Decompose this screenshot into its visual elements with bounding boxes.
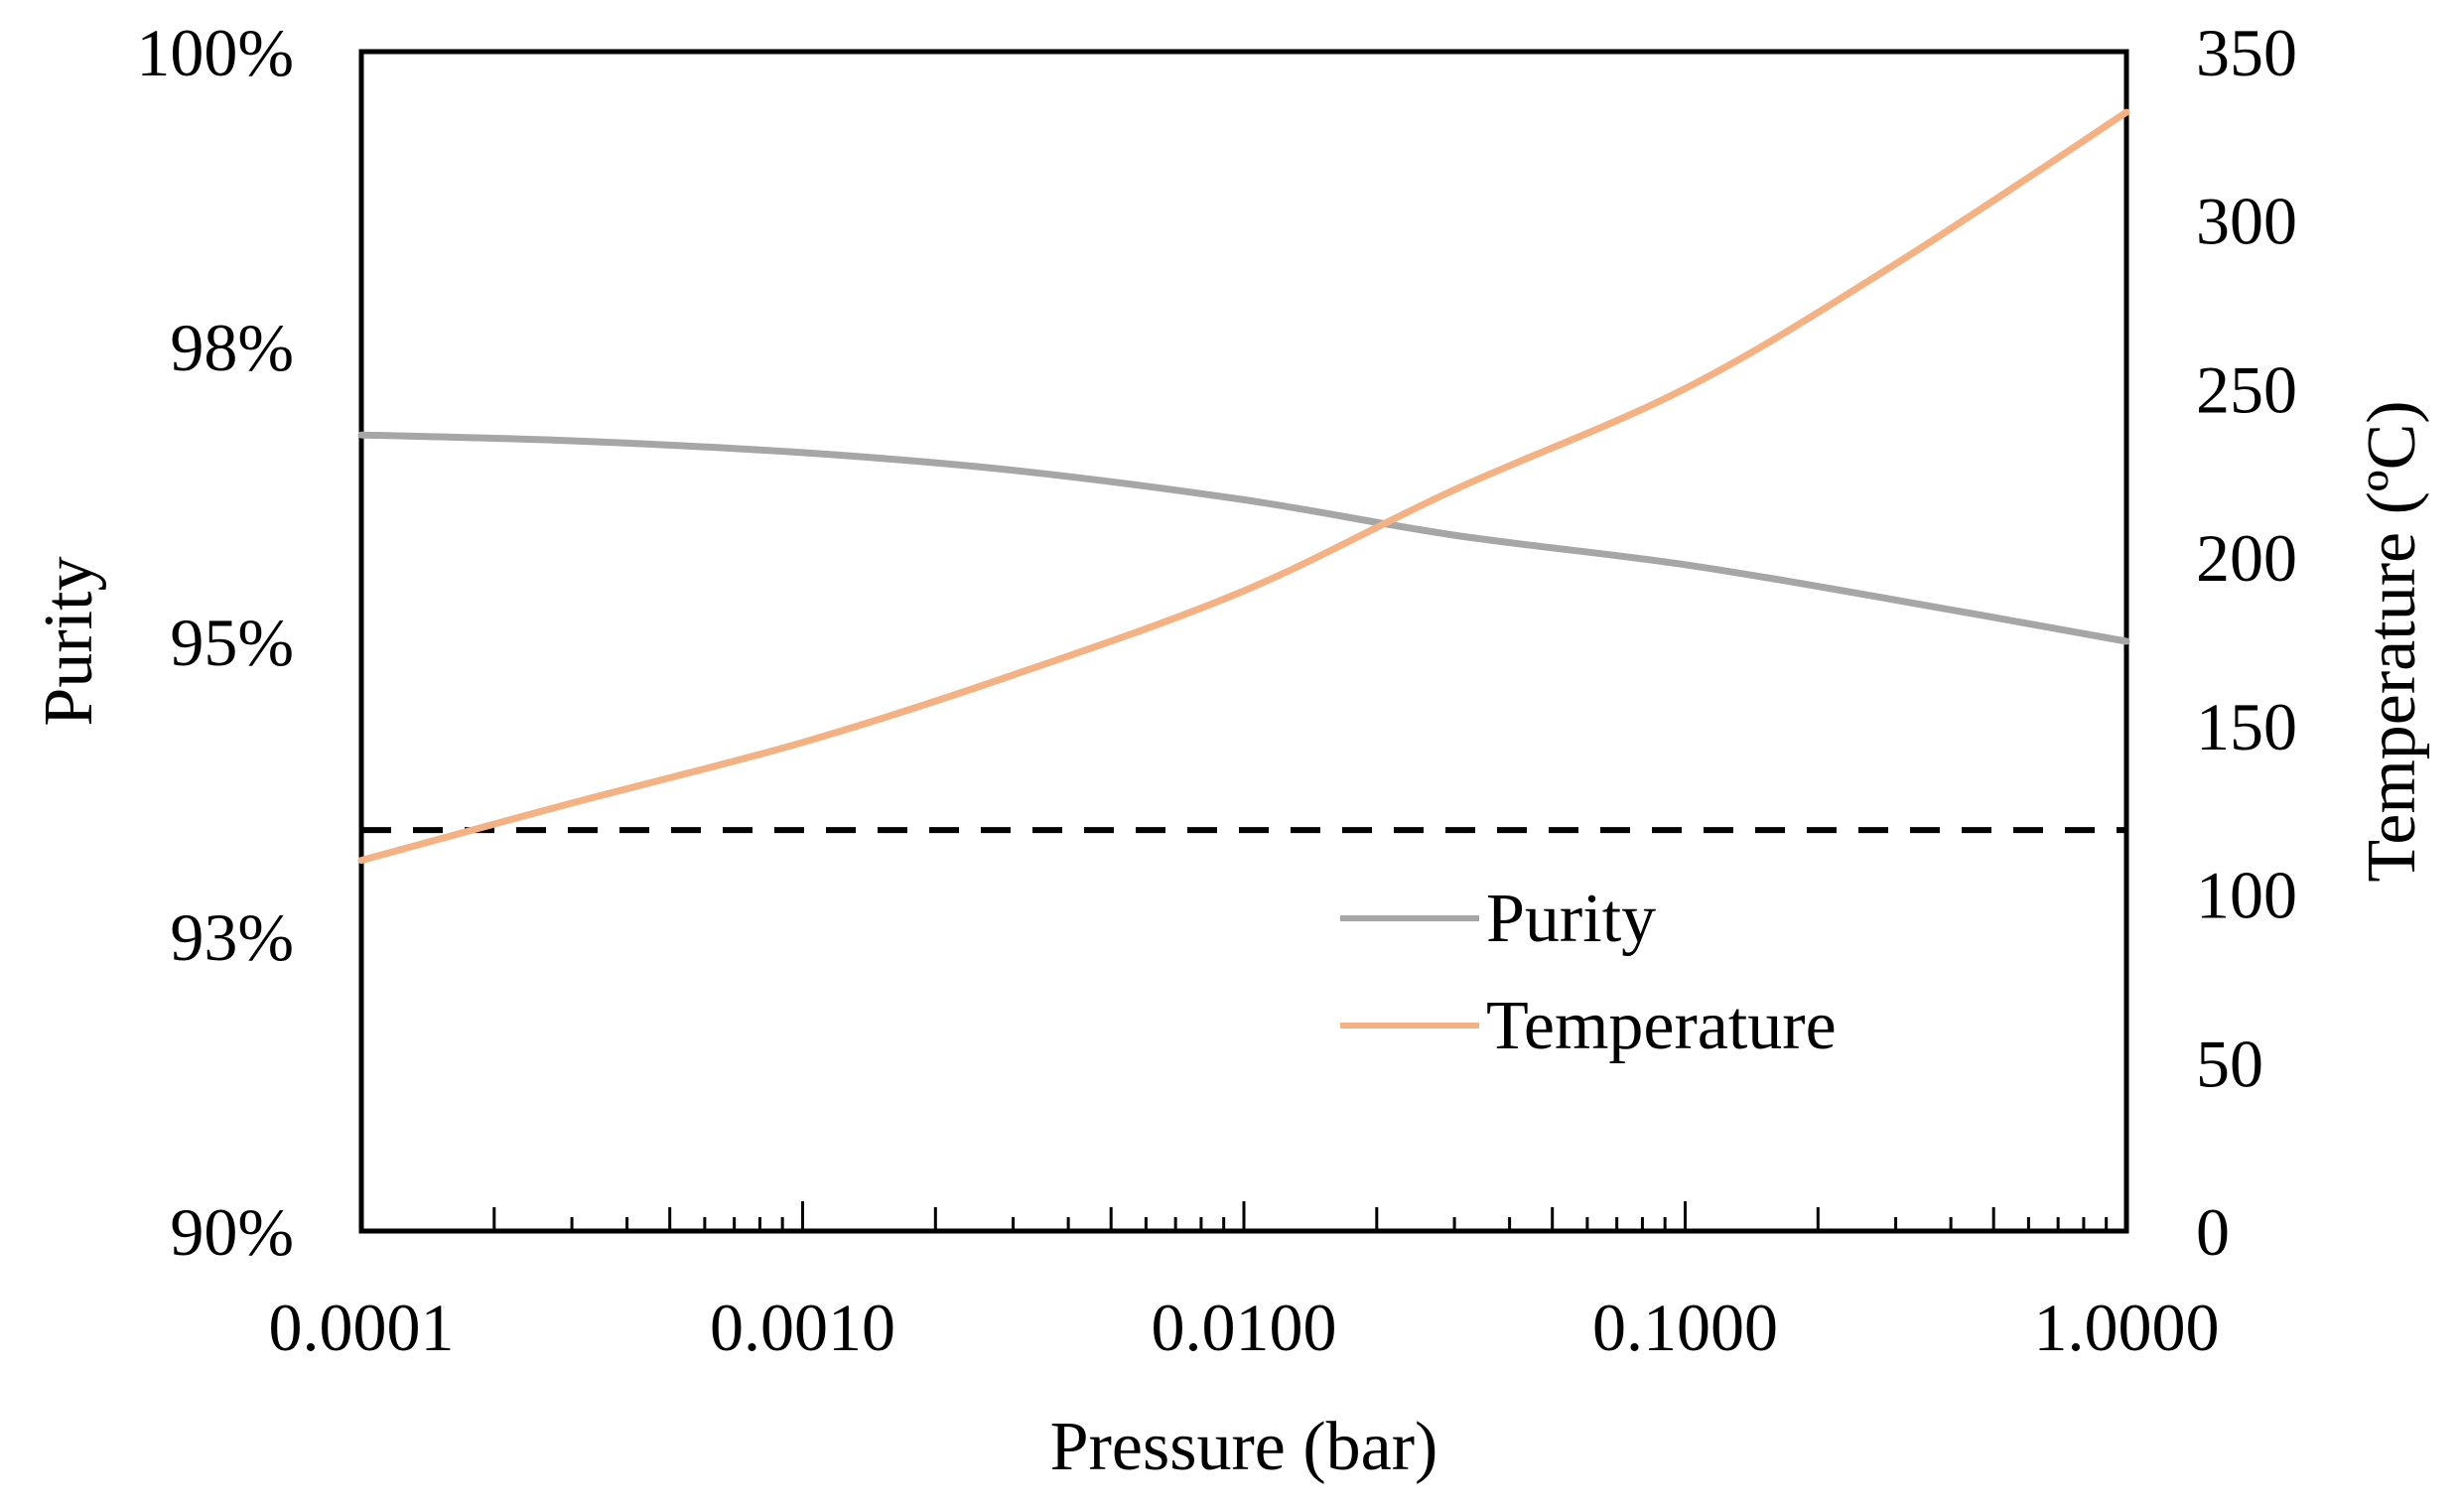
- y-axis-title: Purity: [31, 556, 107, 726]
- x-tick-label: 0.0100: [1152, 1290, 1337, 1365]
- y2-tick-label: 150: [2196, 689, 2297, 764]
- y2-tick-label: 350: [2196, 15, 2297, 90]
- x-tick-label: 0.1000: [1592, 1290, 1778, 1365]
- y2-tick-label: 200: [2196, 520, 2297, 596]
- x-tick-labels: 0.0001 0.0010 0.0100 0.1000 1.0000: [269, 1290, 2220, 1365]
- x-minor-ticks: [359, 1201, 2128, 1231]
- x-tick-label: 0.0001: [269, 1290, 455, 1365]
- x-tick-label: 1.0000: [2034, 1290, 2220, 1365]
- y2-tick-label: 250: [2196, 351, 2297, 427]
- y-tick-label: 100%: [136, 15, 294, 90]
- legend-label-temperature: Temperature: [1486, 988, 1837, 1064]
- x-axis-title: Pressure (bar): [1050, 1409, 1438, 1485]
- y-tick-label: 90%: [170, 1194, 294, 1270]
- y2-tick-label: 300: [2196, 184, 2297, 259]
- y2-axis-title: Temperature (ºC): [2354, 400, 2430, 882]
- x-tick-label: 0.0010: [710, 1290, 895, 1365]
- legend: Purity Temperature: [1340, 881, 1837, 1064]
- y-tick-label: 98%: [170, 310, 294, 385]
- y2-tick-label: 50: [2196, 1026, 2263, 1101]
- plot-frame: [358, 49, 2129, 1234]
- y2-tick-label: 0: [2196, 1194, 2230, 1270]
- y-tick-label: 93%: [170, 899, 294, 975]
- y-tick-label: 95%: [170, 605, 294, 680]
- series-line-temperature: [357, 108, 2130, 865]
- legend-label-purity: Purity: [1486, 881, 1656, 957]
- y2-tick-labels: 0 50 100 150 200 250 300 350: [2196, 15, 2297, 1270]
- series-line-purity: [357, 431, 2130, 645]
- series-lines: [357, 108, 2130, 865]
- y2-tick-label: 100: [2196, 858, 2297, 933]
- y-tick-labels: 90% 93% 95% 98% 100%: [136, 15, 294, 1270]
